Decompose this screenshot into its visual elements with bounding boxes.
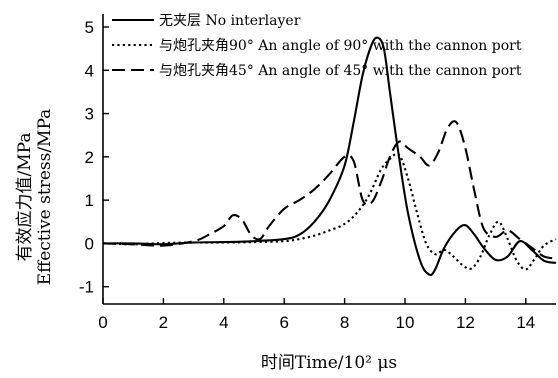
legend-label: 无夹层 No interlayer (159, 13, 301, 29)
y-tick-label: -1 (79, 278, 94, 297)
x-tick-label: 8 (340, 313, 349, 332)
x-axis-label: 时间Time/10² μs (261, 353, 397, 373)
y-tick-label: 4 (85, 61, 94, 80)
y-tick-label: 3 (85, 105, 94, 124)
x-tick-label: 6 (279, 313, 288, 332)
series-line-dashed (102, 120, 557, 260)
x-tick-label: 4 (219, 313, 228, 332)
y-tick-label: 0 (85, 234, 94, 253)
plot-area (102, 36, 557, 277)
x-tick-label: 2 (159, 313, 168, 332)
legend-label: 与炮孔夹角45° An angle of 45° with the cannon… (159, 63, 522, 79)
y-axis-label-cn: 有效应力值/MPa (15, 133, 35, 262)
x-tick-label: 14 (516, 313, 535, 332)
legend: 无夹层 No interlayer 与炮孔夹角90° An angle of 90… (112, 13, 522, 79)
y-tick-label: 2 (85, 148, 94, 167)
x-tick-label: 12 (456, 313, 475, 332)
y-tick-label: 5 (85, 18, 94, 37)
y-tick-label: 1 (85, 191, 94, 210)
y-axis-label: 有效应力值/MPa Effective stress/MPa (15, 109, 55, 286)
legend-label: 与炮孔夹角90° An angle of 90° with the cannon… (159, 38, 522, 54)
x-tick-label: 10 (396, 313, 415, 332)
series-line-solid (102, 36, 557, 277)
y-axis-label-en: Effective stress/MPa (35, 109, 55, 286)
x-tick-label: 0 (98, 313, 107, 332)
